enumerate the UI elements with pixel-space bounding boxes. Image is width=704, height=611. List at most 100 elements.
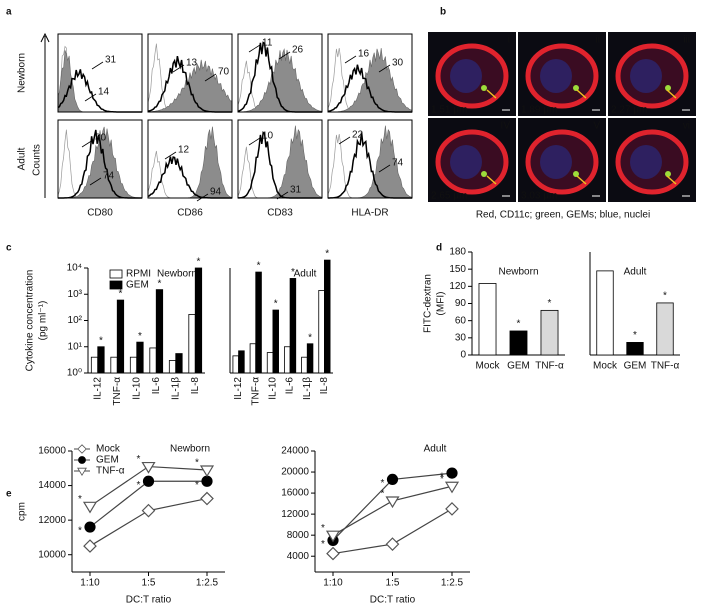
bar: [509, 330, 528, 356]
x-tick-label: IL-8: [190, 377, 201, 395]
bar: [324, 259, 331, 374]
bar: [596, 270, 614, 356]
bar: [540, 309, 559, 356]
marker: [446, 467, 458, 479]
x-tick-label: TNF-α: [250, 377, 261, 406]
significance-mark: *: [548, 298, 552, 309]
pointer-arrow: [666, 89, 677, 99]
marker: [325, 530, 341, 543]
histogram-label: 31: [290, 185, 302, 196]
marker: [199, 465, 215, 478]
chart-title: Adult: [424, 444, 447, 455]
bar: [318, 290, 325, 374]
histogram-label: 16: [358, 49, 370, 60]
image-caption: Red, CD11c; green, GEMs; blue, nuclei: [476, 210, 650, 221]
x-tick-label: IL-8: [319, 377, 330, 395]
legend-label: RPMI: [126, 269, 151, 280]
marker: [84, 521, 96, 533]
y-axis-label: cpm: [17, 502, 28, 521]
significance-mark: *: [663, 291, 667, 302]
marker: [142, 475, 155, 487]
column-label: CD86: [177, 208, 203, 219]
significance-mark: *: [517, 319, 521, 330]
legend-label: TNF-α: [96, 466, 125, 477]
y-axis-label: (MFI): [436, 292, 447, 316]
x-tick-label: 1:2.5: [196, 578, 219, 589]
y-tick-label: 10⁰: [67, 368, 82, 379]
image-label: IV: [501, 121, 511, 132]
x-tick-label: IL-12: [233, 377, 244, 400]
marker: [445, 502, 459, 516]
gem-spot: [481, 85, 487, 91]
significance-mark: *: [308, 332, 312, 343]
bar: [301, 356, 308, 374]
label-arrow: [378, 164, 391, 173]
x-axis-label: DC:T ratio: [370, 595, 416, 606]
significance-mark: *: [440, 474, 444, 485]
chart-title: Newborn: [170, 444, 210, 455]
pointer-arrow: [666, 175, 677, 185]
label-arrow: [276, 191, 289, 200]
label-arrow: [248, 137, 261, 146]
y-axis-label: Cytokine concentration: [25, 270, 36, 372]
marker: [386, 473, 399, 486]
pointer-arrow: [576, 175, 587, 185]
gem-spot: [665, 85, 671, 91]
marker: [141, 503, 156, 518]
significance-mark: *: [137, 480, 141, 491]
bar: [90, 356, 99, 374]
histogram-box: [327, 119, 413, 199]
y-tick-label: 12000: [281, 509, 309, 520]
significance-mark: *: [158, 278, 162, 289]
histogram-label: 22: [352, 130, 364, 141]
label-arrow: [196, 193, 209, 202]
chart-title: Adult: [624, 267, 647, 278]
label-arrow: [278, 51, 291, 60]
y-tick-label: 16000: [38, 446, 66, 457]
y-tick-label: 4000: [287, 551, 310, 562]
x-tick-label: 1:2.5: [441, 578, 464, 589]
bar: [238, 350, 245, 374]
bar: [110, 356, 118, 374]
histogram-box: [57, 119, 143, 199]
significance-mark: *: [381, 489, 385, 500]
bar: [626, 342, 644, 356]
significance-mark: *: [137, 454, 141, 465]
y-tick-label: 12000: [38, 515, 66, 526]
bar: [194, 267, 203, 374]
significance-mark: *: [197, 257, 201, 268]
x-tick-label: GEM: [624, 361, 647, 372]
histogram-filled: [328, 48, 413, 113]
panel-letter: b: [440, 7, 446, 18]
bar: [232, 355, 239, 374]
bar: [272, 309, 279, 374]
chart-title: Adult: [294, 269, 317, 280]
chart-title: Newborn: [157, 269, 197, 280]
significance-mark: *: [99, 335, 103, 346]
y-tick-label: 20000: [281, 467, 309, 478]
y-axis-label: FITC-dextran: [423, 274, 434, 333]
cell-nucleus: [450, 145, 482, 179]
row-label: Adult: [17, 147, 28, 170]
gem-spot: [665, 171, 671, 177]
y-tick-label: 14000: [38, 480, 66, 491]
bar: [478, 283, 497, 356]
x-tick-label: TNF-α: [112, 377, 123, 406]
bar: [656, 302, 674, 356]
x-tick-label: TNF-α: [535, 361, 564, 372]
label-arrow: [164, 151, 177, 160]
legend-label: GEM: [126, 280, 149, 291]
cell-nucleus: [630, 145, 662, 179]
y-tick-label: 150: [449, 264, 466, 275]
y-tick-label: 10¹: [68, 341, 83, 352]
legend-swatch: [109, 269, 123, 279]
significance-mark: *: [381, 478, 385, 489]
significance-mark: *: [119, 289, 123, 300]
bar: [97, 346, 105, 374]
image-label: i: [508, 35, 510, 46]
significance-mark: *: [78, 494, 82, 505]
bar: [129, 356, 138, 374]
significance-mark: *: [195, 458, 199, 469]
panel-letter: a: [6, 7, 12, 18]
